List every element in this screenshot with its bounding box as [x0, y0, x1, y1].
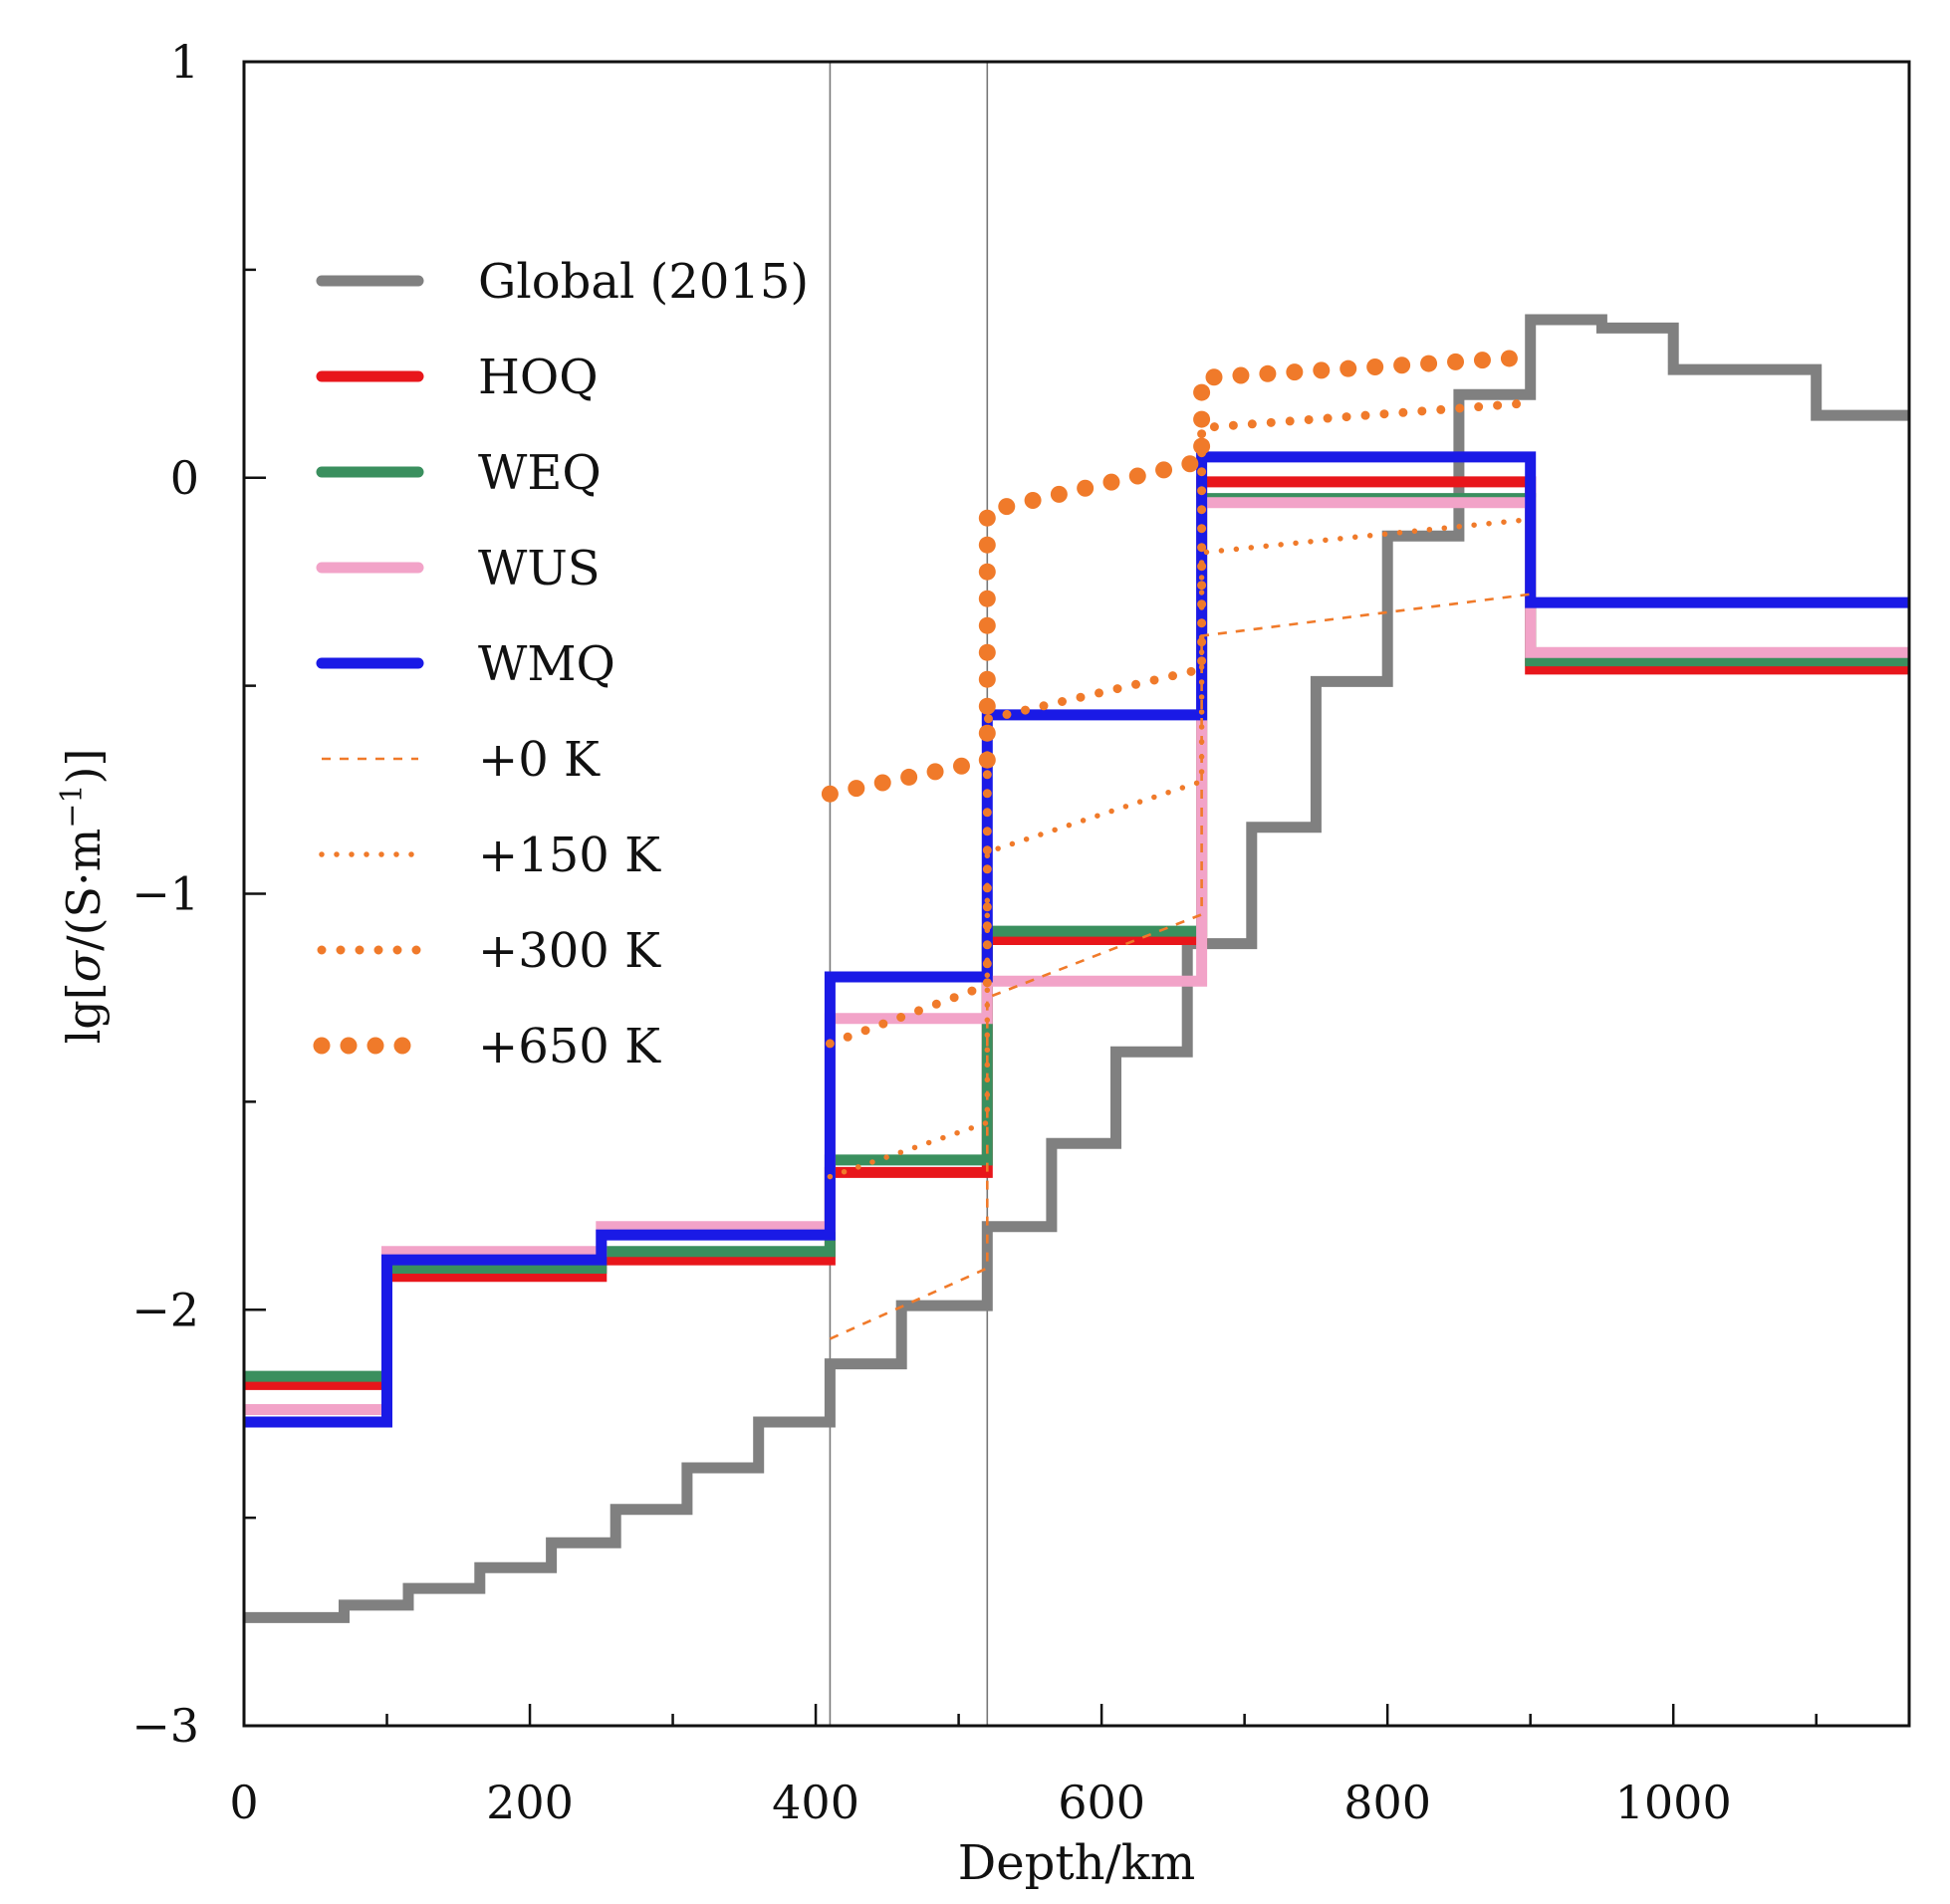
y-tick-label: −1: [131, 867, 199, 921]
x-axis-label: Depth/km: [958, 1835, 1196, 1891]
legend-label-7: +300 K: [478, 923, 661, 979]
y-axis-label: lg[σ/(S·m−1)]: [55, 749, 111, 1045]
x-tick-label: 200: [486, 1776, 574, 1829]
x-tick-label: 400: [772, 1776, 859, 1829]
series-line-1: [244, 476, 1909, 1390]
series-line-7: [825, 398, 1536, 1049]
y-tick-label: 0: [170, 451, 199, 505]
legend-label-3: WUS: [478, 541, 601, 596]
y-axis-label-sigma: σ: [57, 949, 111, 982]
legend-label-2: WEQ: [478, 445, 602, 501]
legend: Global (2015) HOQ WEQ WUS WMQ +0 K +150 K +300 …: [313, 254, 809, 1074]
y-axis: −3 −2 −1 0 1: [131, 35, 266, 1753]
series-line-6: [827, 516, 1534, 1180]
x-tick-label: 1000: [1615, 1776, 1732, 1829]
series-line-5: [829, 593, 1531, 1340]
reference-lines: [829, 62, 989, 1726]
legend-label-4: WMQ: [478, 636, 615, 692]
y-tick-label: −2: [131, 1283, 199, 1336]
y-axis-label-prefix: lg[: [57, 982, 111, 1044]
series-layer: [244, 314, 1909, 1623]
legend-label-8: +650 K: [478, 1019, 661, 1074]
series-line-3: [244, 497, 1909, 1415]
legend-label-5: +0 K: [478, 732, 601, 788]
y-tick-label: −3: [131, 1699, 199, 1753]
y-tick-label: 1: [170, 35, 199, 89]
y-axis-label-suffix: )]: [57, 749, 111, 785]
legend-label-6: +150 K: [478, 828, 661, 883]
plot-frame: [242, 60, 1911, 1728]
x-tick-label: 800: [1343, 1776, 1431, 1829]
y-axis-label-unit: /(S·m: [57, 829, 111, 951]
legend-label-1: HOQ: [478, 350, 599, 405]
y-axis-label-exponent: −1: [55, 784, 90, 828]
series-line-8: [821, 349, 1540, 803]
series-line-0: [244, 314, 1909, 1623]
x-tick-label: 0: [229, 1776, 258, 1829]
x-axis: 0 200 400 600 800 1000: [229, 1704, 1818, 1829]
x-tick-label: 600: [1058, 1776, 1145, 1829]
legend-label-0: Global (2015): [478, 254, 809, 310]
series-line-4: [244, 451, 1909, 1428]
